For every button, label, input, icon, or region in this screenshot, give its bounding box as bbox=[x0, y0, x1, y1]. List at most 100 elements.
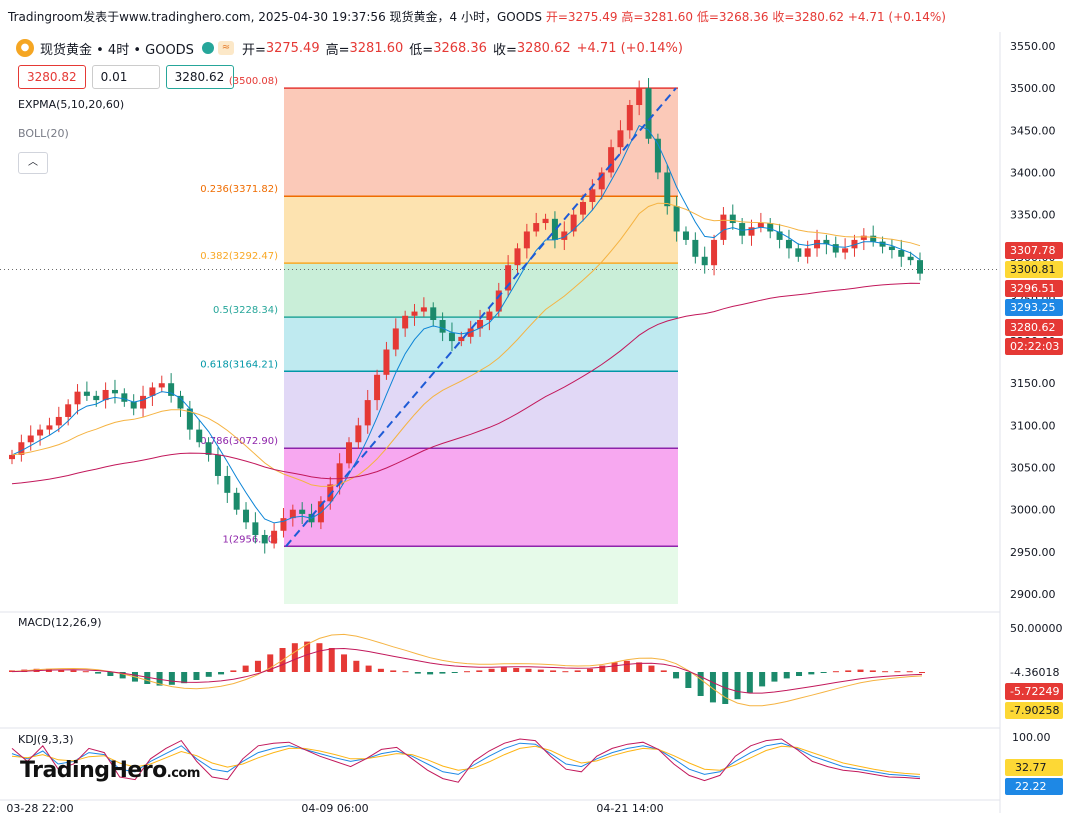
fib-label: 0.786(3072.90) bbox=[200, 436, 278, 447]
macd-bar bbox=[869, 670, 876, 672]
y-tick-label: 3150.00 bbox=[1010, 377, 1056, 390]
candle-body bbox=[636, 88, 643, 106]
candle-body bbox=[196, 429, 203, 443]
candle-body bbox=[214, 454, 221, 476]
candle-body bbox=[580, 201, 587, 215]
y-tick-label: 3100.00 bbox=[1010, 419, 1056, 432]
candle-body bbox=[83, 391, 90, 396]
candle-body bbox=[654, 138, 661, 173]
macd-bar bbox=[488, 668, 495, 672]
candle-body bbox=[336, 463, 343, 485]
x-tick-label: 04-09 06:00 bbox=[301, 802, 368, 813]
candle-body bbox=[842, 248, 849, 253]
y-tick-label: 3350.00 bbox=[1010, 209, 1056, 222]
candle-body bbox=[308, 513, 315, 523]
candle-body bbox=[645, 88, 652, 139]
candle-body bbox=[551, 218, 558, 240]
candle-body bbox=[851, 239, 858, 249]
candle-body bbox=[74, 391, 81, 405]
candle-body bbox=[37, 429, 44, 436]
candle-body bbox=[701, 256, 708, 266]
ema-line bbox=[11, 282, 921, 485]
candle-body bbox=[664, 172, 671, 207]
macd-bar bbox=[808, 672, 815, 675]
candle-body bbox=[65, 404, 72, 417]
candle-body bbox=[355, 425, 362, 443]
macd-bar bbox=[476, 670, 483, 672]
fib-label: 0.5(3228.34) bbox=[213, 305, 278, 316]
macd-tag-text: -5.72249 bbox=[1010, 685, 1059, 698]
macd-bar bbox=[697, 672, 704, 696]
chart-caption: Tradingroom发表于www.tradinghero.com, 2025-… bbox=[0, 0, 1073, 32]
candle-body bbox=[383, 349, 390, 375]
price-tag-text: 3300.81 bbox=[1010, 263, 1056, 276]
candle-body bbox=[495, 290, 502, 312]
candle-body bbox=[411, 311, 418, 316]
macd-bar bbox=[586, 668, 593, 672]
macd-bar bbox=[845, 670, 852, 672]
price-tag bbox=[1005, 299, 1063, 316]
candle-body bbox=[598, 172, 605, 190]
candle-body bbox=[692, 239, 699, 257]
candle-body bbox=[823, 239, 830, 245]
macd-legend[interactable]: MACD(12,26,9) bbox=[18, 616, 102, 629]
macd-bar bbox=[107, 672, 114, 676]
candle-body bbox=[617, 130, 624, 148]
y-tick-label: 3450.00 bbox=[1010, 124, 1056, 137]
candle-body bbox=[345, 442, 352, 464]
fib-zone bbox=[284, 196, 678, 264]
y-tick-label: 3250.00 bbox=[1010, 293, 1056, 306]
macd-bar bbox=[156, 672, 163, 686]
low-value: 3268.36 bbox=[433, 40, 487, 56]
macd-bar bbox=[9, 670, 15, 672]
candle-body bbox=[748, 227, 755, 236]
macd-bar bbox=[402, 671, 409, 673]
sell-button[interactable]: 3280.82 bbox=[18, 65, 86, 89]
kdj-legend[interactable]: KDJ(9,3,3) bbox=[18, 733, 74, 746]
candle-body bbox=[252, 522, 259, 535]
candle-body bbox=[608, 147, 615, 173]
macd-bar bbox=[267, 654, 274, 672]
buy-button[interactable]: 3280.62 bbox=[165, 65, 234, 89]
macd-bar bbox=[328, 648, 335, 672]
macd-bar bbox=[341, 654, 348, 672]
macd-bar bbox=[254, 660, 261, 672]
macd-bar bbox=[95, 672, 102, 674]
candle-body bbox=[589, 189, 596, 202]
macd-bar bbox=[796, 672, 803, 676]
macd-bar bbox=[144, 672, 151, 684]
macd-bar bbox=[882, 671, 889, 673]
candle-body bbox=[439, 320, 446, 333]
macd-bar bbox=[734, 672, 741, 700]
macd-bar bbox=[193, 672, 200, 680]
candle-body bbox=[729, 214, 736, 224]
candle-body bbox=[523, 231, 530, 249]
y-tick-label: 3200.00 bbox=[1010, 335, 1056, 348]
symbol-name[interactable]: 现货黄金 • 4时 • GOODS bbox=[40, 42, 194, 58]
candle-body bbox=[533, 223, 540, 232]
macd-bar bbox=[648, 665, 655, 672]
boll-legend[interactable]: BOLL(20) bbox=[18, 127, 69, 140]
candle-body bbox=[448, 332, 455, 342]
macd-bar bbox=[746, 672, 753, 693]
macd-bar bbox=[316, 643, 323, 672]
collapse-legend-button[interactable]: ︿ bbox=[18, 152, 48, 174]
candle-body bbox=[102, 389, 109, 401]
candle-body bbox=[121, 393, 128, 402]
fib-zone bbox=[284, 88, 678, 197]
gold-coin-icon[interactable]: ● bbox=[16, 39, 34, 57]
expma-legend[interactable]: EXPMA(5,10,20,60) bbox=[18, 98, 125, 111]
quantity-input[interactable]: 0.01 bbox=[91, 65, 160, 89]
fib-label: 0.382(3292.47) bbox=[200, 251, 278, 262]
macd-bar bbox=[70, 670, 77, 672]
macd-bar bbox=[82, 671, 89, 673]
symbol-legend: ● 现货黄金 • 4时 • GOODS ≈ 开= 3275.49 高= 3281.6… bbox=[16, 38, 689, 58]
candle-body bbox=[477, 320, 484, 329]
candle-body bbox=[814, 239, 821, 249]
macd-bar bbox=[537, 669, 544, 672]
candle-body bbox=[186, 408, 193, 430]
market-open-icon bbox=[201, 42, 214, 54]
candle-body bbox=[149, 387, 156, 396]
candle-body bbox=[280, 518, 287, 531]
